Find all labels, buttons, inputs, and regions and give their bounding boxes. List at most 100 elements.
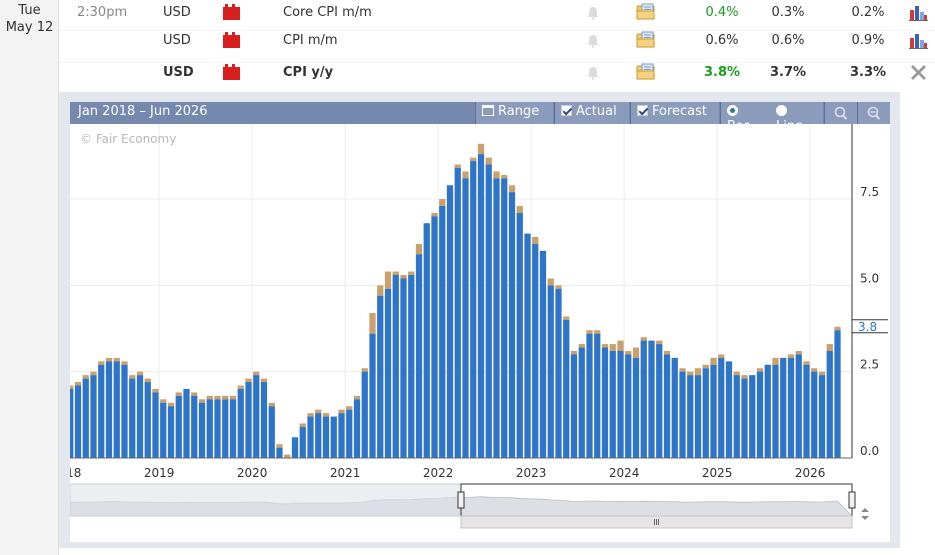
actual-bar[interactable] xyxy=(477,154,485,458)
actual-bar[interactable] xyxy=(671,357,678,458)
folder-detail-icon[interactable] xyxy=(636,63,655,80)
actual-bar[interactable] xyxy=(834,330,841,458)
actual-bar[interactable] xyxy=(105,361,113,458)
actual-bar[interactable] xyxy=(803,364,810,458)
actual-bar[interactable] xyxy=(237,388,244,458)
actual-bar[interactable] xyxy=(570,354,578,458)
forecast-bar[interactable] xyxy=(353,395,361,400)
forecast-bar[interactable] xyxy=(501,174,508,179)
forecast-bar[interactable] xyxy=(384,271,392,289)
actual-bar[interactable] xyxy=(749,375,756,458)
high-impact-icon[interactable] xyxy=(223,4,240,20)
forecast-bar[interactable] xyxy=(609,344,616,351)
close-icon[interactable] xyxy=(909,64,928,81)
actual-bar[interactable] xyxy=(338,413,345,458)
forecast-bar[interactable] xyxy=(477,143,485,155)
forecast-bar[interactable] xyxy=(462,171,469,179)
forecast-bar[interactable] xyxy=(656,340,663,345)
chart-plot[interactable]: 2018 2019 2020 2021 2022 2023 2024 2025 2026 0.0 2… xyxy=(70,124,890,542)
forecast-bar[interactable] xyxy=(276,444,283,448)
bar-chart-icon[interactable] xyxy=(909,32,928,49)
actual-bar[interactable] xyxy=(70,388,74,458)
forecast-checkbox[interactable] xyxy=(637,105,648,116)
calendar-row[interactable]: 2:30pm USD Core CPI m/m 0.4% 0.3% 0.2% xyxy=(59,0,935,32)
actual-bar[interactable] xyxy=(493,178,500,458)
forecast-bar[interactable] xyxy=(795,350,802,355)
forecast-bar[interactable] xyxy=(237,385,244,389)
actual-bar[interactable] xyxy=(733,375,740,458)
actual-bar[interactable] xyxy=(772,364,779,458)
forecast-bar[interactable] xyxy=(70,385,74,389)
actual-bar[interactable] xyxy=(353,399,361,458)
forecast-bar[interactable] xyxy=(493,171,500,179)
actual-bar[interactable] xyxy=(206,399,213,458)
actual-bar[interactable] xyxy=(346,409,353,458)
actual-bar[interactable] xyxy=(377,295,384,458)
actual-toggle[interactable]: Actual xyxy=(554,102,629,124)
actual-bar[interactable] xyxy=(415,254,423,458)
forecast-bar[interactable] xyxy=(431,212,438,217)
actual-bar[interactable] xyxy=(501,178,508,458)
forecast-bar[interactable] xyxy=(601,344,609,348)
actual-bar[interactable] xyxy=(718,357,725,458)
forecast-bar[interactable] xyxy=(834,326,841,331)
forecast-bar[interactable] xyxy=(632,347,640,358)
scroll-arrows-icon[interactable] xyxy=(860,506,870,522)
actual-bar[interactable] xyxy=(222,399,229,458)
actual-bar[interactable] xyxy=(175,395,182,458)
actual-bar[interactable] xyxy=(524,233,531,458)
actual-bar[interactable] xyxy=(322,416,330,458)
forecast-bar[interactable] xyxy=(74,382,82,386)
calendar-row[interactable]: USD CPI y/y 3.8% 3.7% 3.3% xyxy=(59,60,935,92)
actual-bar[interactable] xyxy=(191,395,198,458)
forecast-bar[interactable] xyxy=(694,368,702,376)
actual-bar[interactable] xyxy=(648,340,655,458)
forecast-bar[interactable] xyxy=(625,350,632,355)
actual-bar[interactable] xyxy=(601,347,609,458)
actual-bar[interactable] xyxy=(160,402,167,458)
actual-bar[interactable] xyxy=(291,437,299,458)
actual-bar[interactable] xyxy=(663,354,671,458)
actual-bar[interactable] xyxy=(183,388,190,458)
range-button[interactable]: Range xyxy=(475,102,553,124)
line-radio[interactable] xyxy=(776,105,787,116)
bar-radio[interactable] xyxy=(727,105,738,116)
forecast-toggle[interactable]: Forecast xyxy=(630,102,719,124)
forecast-bar[interactable] xyxy=(570,350,578,355)
forecast-bar[interactable] xyxy=(687,371,694,376)
forecast-bar[interactable] xyxy=(772,357,779,365)
actual-bar[interactable] xyxy=(144,382,151,458)
actual-bar[interactable] xyxy=(547,285,554,458)
actual-bar[interactable] xyxy=(710,364,717,458)
bell-icon[interactable] xyxy=(587,66,599,80)
actual-bar[interactable] xyxy=(129,378,136,458)
forecast-bar[interactable] xyxy=(826,344,833,351)
forecast-bar[interactable] xyxy=(191,392,198,396)
actual-bar[interactable] xyxy=(431,216,438,458)
forecast-bar[interactable] xyxy=(152,388,159,393)
forecast-bar[interactable] xyxy=(640,337,647,341)
forecast-bar[interactable] xyxy=(415,243,423,255)
actual-bar[interactable] xyxy=(485,164,492,459)
forecast-bar[interactable] xyxy=(369,312,376,334)
forecast-bar[interactable] xyxy=(82,375,89,379)
actual-bar[interactable] xyxy=(330,416,337,458)
forecast-bar[interactable] xyxy=(439,199,446,206)
forecast-bar[interactable] xyxy=(113,357,120,362)
forecast-bar[interactable] xyxy=(167,402,175,407)
forecast-bar[interactable] xyxy=(253,371,260,376)
forecast-bar[interactable] xyxy=(547,278,554,286)
forecast-bar[interactable] xyxy=(756,368,764,372)
forecast-bar[interactable] xyxy=(617,340,624,351)
forecast-bar[interactable] xyxy=(532,237,539,244)
actual-bar[interactable] xyxy=(725,361,733,458)
forecast-bar[interactable] xyxy=(322,413,330,417)
forecast-bar[interactable] xyxy=(260,378,268,383)
folder-detail-icon[interactable] xyxy=(636,31,655,48)
forecast-bar[interactable] xyxy=(555,285,562,289)
actual-bar[interactable] xyxy=(702,368,709,458)
forecast-bar[interactable] xyxy=(811,368,818,372)
actual-bar[interactable] xyxy=(90,375,97,458)
actual-bar[interactable] xyxy=(586,333,593,458)
actual-bar[interactable] xyxy=(508,192,516,458)
